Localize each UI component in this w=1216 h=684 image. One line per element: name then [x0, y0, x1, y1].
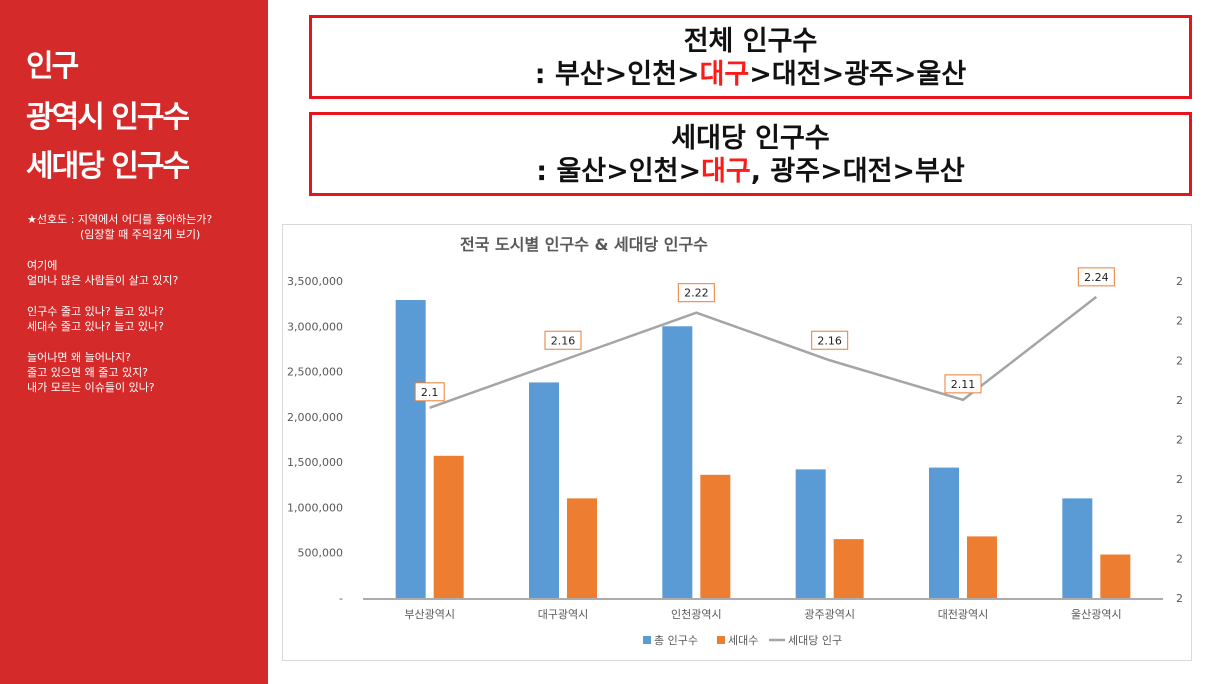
line-household-size — [429, 295, 1098, 409]
y2-tick-label: 2 — [1176, 315, 1183, 328]
note-line: 줄고 있으면 왜 줄고 있지? — [27, 366, 149, 379]
x-tick-label: 인천광역시 — [671, 607, 722, 621]
bar-total-population — [795, 469, 826, 598]
data-label: 2.16 — [551, 334, 576, 347]
y-tick-label: 2,500,000 — [287, 366, 343, 379]
bar-total-population — [662, 326, 693, 598]
chart-container: 전국 도시별 인구수 & 세대당 인구수 - 500,000 1,000,000 1,… — [282, 224, 1192, 661]
y2-tick-label: 2 — [1176, 434, 1183, 447]
data-label-box — [544, 330, 582, 350]
total-population-title: 전체 인구수 — [683, 26, 818, 57]
y-tick-label: 500,000 — [298, 547, 344, 560]
note-line: (임장할 때 주의깊게 보기) — [80, 228, 201, 241]
ranking-text: , 광주>대전>부산 — [750, 156, 965, 187]
y-tick-label: - — [339, 592, 343, 605]
data-label: 2.16 — [817, 334, 842, 347]
y2-tick-label: 2 — [1176, 354, 1183, 367]
legend-swatch — [717, 636, 725, 644]
note-line: 세대수 줄고 있나? 늘고 있나? — [27, 320, 164, 333]
bar-total-population — [929, 467, 959, 598]
sidebar: 인구 광역시 인구수 세대당 인구수 ★선호도 : 지역에서 어디를 좋아하는가… — [0, 0, 268, 684]
data-label: 2.24 — [1084, 271, 1109, 284]
sidebar-title-population: 인구 — [26, 49, 79, 84]
bar-households — [1100, 554, 1131, 598]
ranking-highlight: 대구 — [699, 59, 750, 90]
note-line: 여기에 — [27, 259, 58, 272]
data-label-box — [811, 330, 849, 350]
y2-tick-label: 2 — [1176, 592, 1183, 605]
data-label-box — [414, 382, 445, 402]
x-tick-label: 울산광역시 — [1071, 608, 1122, 621]
note-line: 내가 모르는 이슈들이 있나? — [27, 381, 155, 394]
bar-total-population — [1062, 498, 1093, 598]
household-population-title: 세대당 인구수 — [671, 123, 830, 154]
total-population-ranking: : 부산>인천>대구>대전>광주>울산 — [312, 58, 1189, 91]
sidebar-title-metro-population: 광역시 인구수 — [26, 100, 190, 135]
note-people: 여기에 얼마나 많은 사람들이 살고 있지? — [27, 258, 212, 288]
note-line: ★선호도 : 지역에서 어디를 좋아하는가? — [27, 213, 213, 226]
y2-tick-label: 2 — [1176, 394, 1183, 407]
bar-total-population — [529, 382, 559, 598]
ranking-text: >대전>광주>울산 — [749, 59, 967, 90]
y2-tick-label: 2 — [1176, 513, 1183, 526]
y-tick-label: 3,500,000 — [287, 275, 343, 288]
note-preference: ★선호도 : 지역에서 어디를 좋아하는가? (임장할 때 주의깊게 보기) — [27, 212, 212, 242]
legend-label: 총 인구수 — [654, 634, 698, 647]
x-tick-label: 대구광역시 — [538, 608, 589, 621]
bar-households — [967, 536, 997, 598]
note-line: 얼마나 많은 사람들이 살고 있지? — [27, 274, 179, 287]
y2-tick-label: 2 — [1176, 275, 1183, 288]
x-tick-label: 부산광역시 — [404, 608, 455, 621]
data-label-box — [1077, 267, 1115, 287]
legend-swatch — [643, 636, 651, 644]
y2-tick-label: 2 — [1176, 473, 1183, 486]
combo-chart: 전국 도시별 인구수 & 세대당 인구수 - 500,000 1,000,000 1,… — [287, 235, 1183, 647]
bar-households — [567, 498, 597, 598]
legend-label: 세대수 — [728, 634, 758, 647]
ranking-text: : 부산>인천> — [534, 59, 700, 90]
chart-title: 전국 도시별 인구수 & 세대당 인구수 — [460, 235, 708, 254]
data-label: 2.11 — [951, 378, 976, 391]
sidebar-title-household-population: 세대당 인구수 — [26, 149, 190, 184]
ranking-text: : 울산>인천> — [536, 156, 702, 187]
note-line: 늘어나면 왜 늘어나지? — [27, 351, 131, 364]
data-label: 2.1 — [421, 386, 439, 399]
data-label-box — [677, 283, 715, 303]
data-label: 2.22 — [684, 287, 709, 300]
bar-households — [433, 455, 464, 598]
note-line: 인구수 줄고 있나? 늘고 있나? — [27, 305, 164, 318]
bar-households — [700, 474, 731, 598]
note-why: 늘어나면 왜 늘어나지? 줄고 있으면 왜 줄고 있지? 내가 모르는 이슈들이… — [27, 350, 212, 395]
ranking-highlight: 대구 — [701, 156, 751, 187]
y-tick-label: 1,500,000 — [287, 456, 343, 469]
y2-tick-label: 2 — [1176, 552, 1183, 565]
bar-total-population — [395, 300, 426, 598]
total-population-box: 전체 인구수 : 부산>인천>대구>대전>광주>울산 — [309, 15, 1192, 99]
x-tick-label: 대전광역시 — [938, 608, 989, 621]
y-tick-label: 3,000,000 — [287, 320, 343, 333]
note-trend: 인구수 줄고 있나? 늘고 있나? 세대수 줄고 있나? 늘고 있나? — [27, 304, 212, 334]
bar-households — [833, 539, 864, 598]
household-population-ranking: : 울산>인천>대구, 광주>대전>부산 — [312, 155, 1189, 188]
y-tick-label: 1,000,000 — [287, 501, 343, 514]
sidebar-notes: ★선호도 : 지역에서 어디를 좋아하는가? (임장할 때 주의깊게 보기) 여… — [27, 212, 212, 411]
data-label-box — [944, 374, 982, 394]
household-population-box: 세대당 인구수 : 울산>인천>대구, 광주>대전>부산 — [309, 112, 1192, 196]
y-tick-label: 2,000,000 — [287, 411, 343, 424]
x-tick-label: 광주광역시 — [804, 608, 855, 621]
legend-label: 세대당 인구 — [788, 634, 842, 647]
